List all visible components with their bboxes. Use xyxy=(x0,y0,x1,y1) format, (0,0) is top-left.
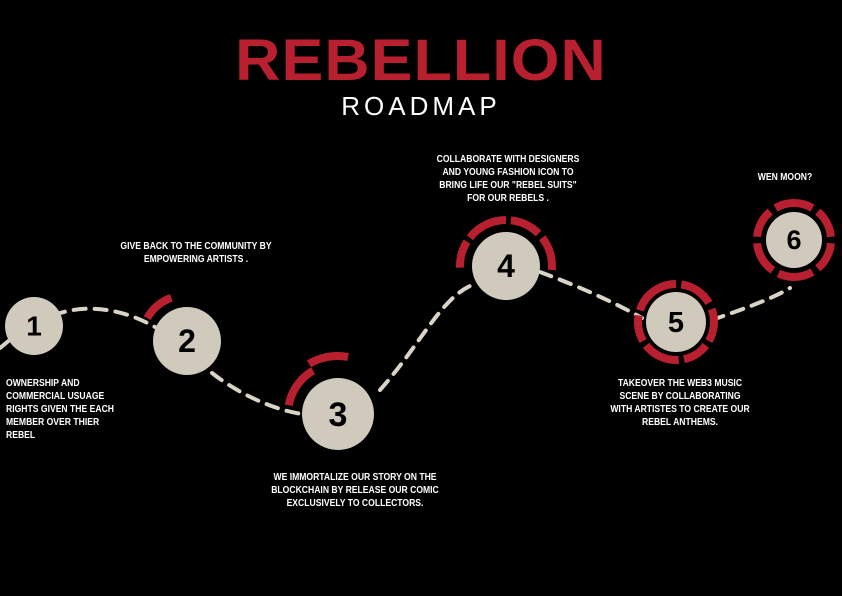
milestone-4-ring-segment xyxy=(456,239,471,268)
milestone-4-caption: COLLABORATE WITH DESIGNERS AND YOUNG FAS… xyxy=(436,154,580,204)
milestone-6-caption: WEN MOON? xyxy=(757,172,813,183)
milestone-5-ring-segment xyxy=(636,280,677,312)
milestone-5-ring-segment xyxy=(682,342,710,364)
milestone-nodes: 1 2 3 4 5 6 xyxy=(5,212,822,450)
milestone-5-circle xyxy=(646,292,706,352)
roadmap-path xyxy=(0,270,792,416)
milestone-6-circle xyxy=(766,212,822,268)
milestone-5-ring-segment xyxy=(705,307,718,343)
milestone-5-node: 5 xyxy=(646,292,706,352)
milestone-6-ring-segment xyxy=(773,199,815,212)
milestone-3-ring-segment xyxy=(284,367,316,407)
milestone-4-node: 4 xyxy=(472,232,540,300)
milestone-6-node: 6 xyxy=(766,212,822,268)
milestone-4-number: 4 xyxy=(497,248,515,284)
milestone-3-circle xyxy=(302,378,374,450)
milestone-3-number: 3 xyxy=(329,396,348,434)
milestone-6-ring-segment xyxy=(815,208,835,238)
milestone-4-ring-segment xyxy=(538,235,556,271)
milestone-3-node: 3 xyxy=(302,378,374,450)
milestone-2-number: 2 xyxy=(178,323,196,359)
milestone-1-caption: OWNERSHIP AND COMMERCIAL USUAGE RIGHTS G… xyxy=(6,378,114,441)
milestone-2-circle xyxy=(153,307,221,375)
milestone-5-ring-segment xyxy=(642,342,679,364)
roadmap-title: REBELLION xyxy=(235,28,607,93)
milestone-2-caption: GIVE BACK TO THE COMMUNITY BY EMPOWERING… xyxy=(120,241,272,265)
milestone-6-number: 6 xyxy=(786,225,801,255)
milestone-6-ring-segment xyxy=(753,208,773,238)
milestone-4-circle xyxy=(472,232,540,300)
milestone-4-ring-segment xyxy=(510,216,542,237)
milestone-3-caption: WE IMMORTALIZE OUR STORY ON THE BLOCKCHA… xyxy=(271,472,439,509)
milestone-2-ring-segment xyxy=(143,294,173,321)
milestone-1-number: 1 xyxy=(26,311,42,342)
milestone-1-circle xyxy=(5,297,63,355)
milestone-6-ring-segment xyxy=(776,268,815,281)
milestone-6-ring-segment xyxy=(753,242,776,274)
progress-rings xyxy=(143,199,835,407)
dashed-connector xyxy=(0,270,792,416)
milestone-2-node: 2 xyxy=(153,307,221,375)
milestone-5-number: 5 xyxy=(668,307,684,339)
milestone-1-node: 1 xyxy=(5,297,63,355)
milestone-4-ring-segment xyxy=(466,216,507,241)
milestone-5-ring-segment xyxy=(680,280,713,306)
milestone-3-ring-segment xyxy=(306,352,349,368)
milestone-6-ring-segment xyxy=(815,242,835,272)
roadmap-subtitle: ROADMAP xyxy=(341,91,501,121)
milestone-5-caption: TAKEOVER THE WEB3 MUSIC SCENE BY COLLABO… xyxy=(610,378,750,428)
milestone-5-ring-segment xyxy=(634,314,647,343)
